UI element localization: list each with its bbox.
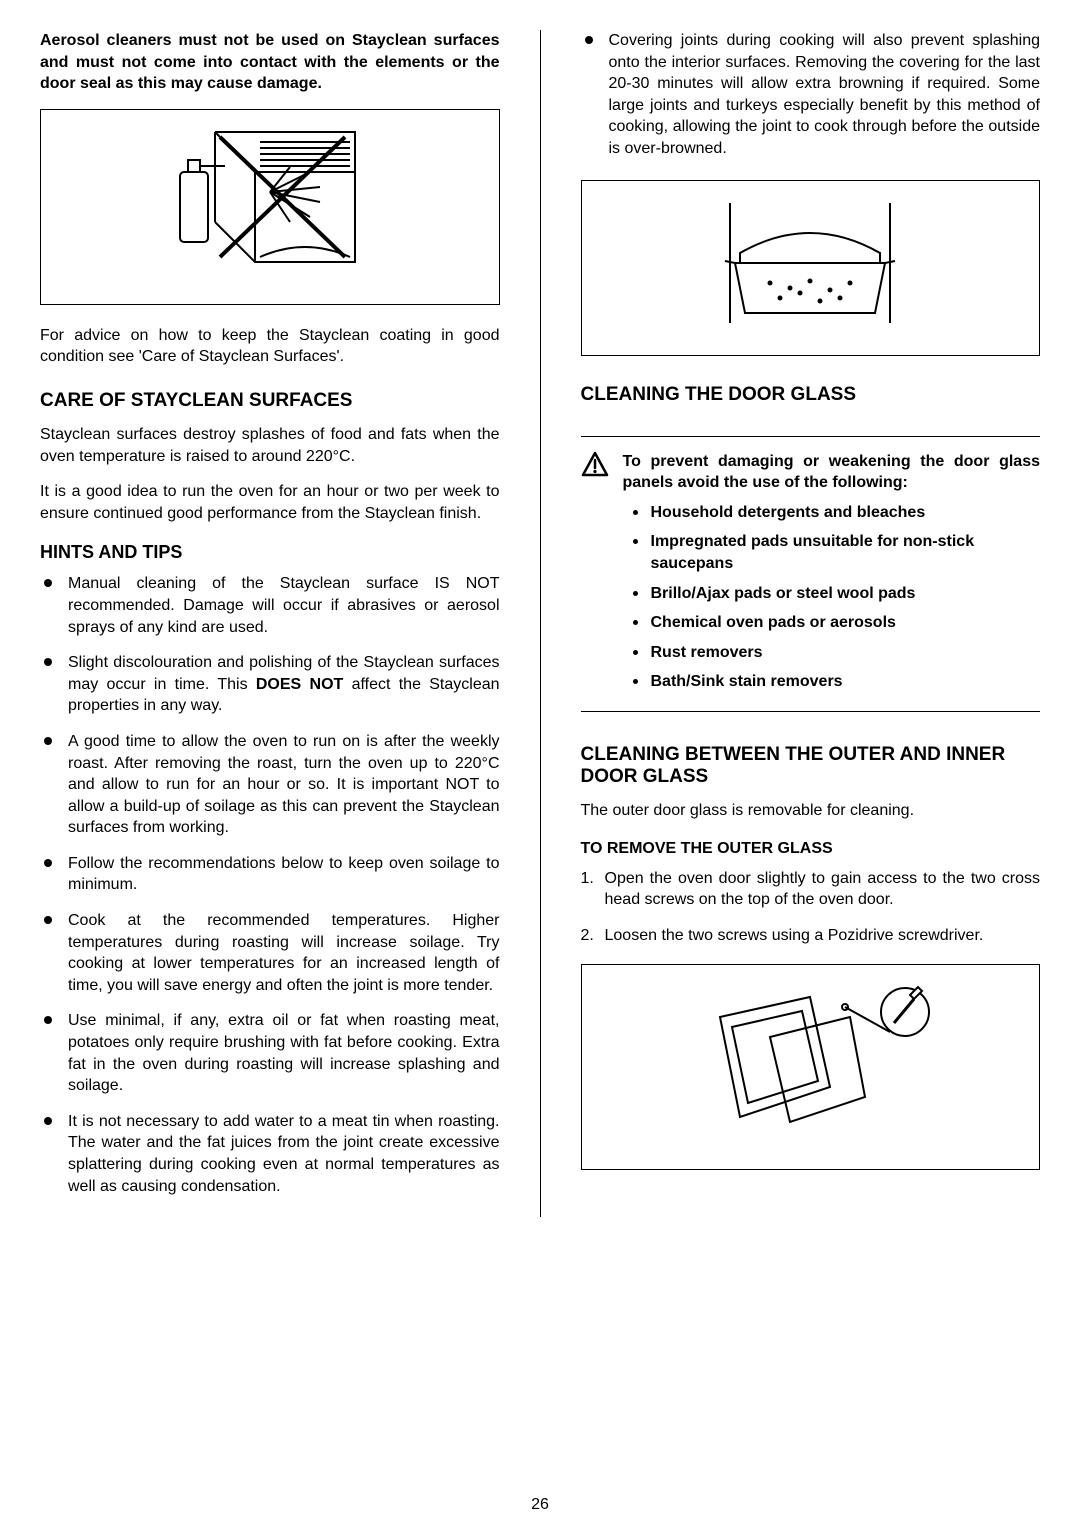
hint-bold: DOES NOT <box>256 676 343 693</box>
warn-item: Bath/Sink stain removers <box>623 671 1041 693</box>
warn-list: Household detergents and bleaches Impreg… <box>623 502 1041 693</box>
hint-item: Slight discolouration and polishing of t… <box>40 652 500 717</box>
care-p1: Stayclean surfaces destroy splashes of f… <box>40 424 500 467</box>
care-heading: CARE OF STAYCLEAN SURFACES <box>40 390 500 412</box>
care-p2: It is a good idea to run the oven for an… <box>40 481 500 524</box>
cover-joints-list: Covering joints during cooking will also… <box>581 30 1041 174</box>
warning-icon <box>581 451 611 502</box>
remove-heading: TO REMOVE THE OUTER GLASS <box>581 840 1041 858</box>
outer-para: The outer door glass is removable for cl… <box>581 800 1041 822</box>
step-item: Loosen the two screws using a Pozidrive … <box>581 925 1041 947</box>
two-column-layout: Aerosol cleaners must not be used on Sta… <box>40 30 1040 1217</box>
spray-oven-figure <box>40 109 500 305</box>
right-column: Covering joints during cooking will also… <box>581 30 1041 1217</box>
warn-item: Household detergents and bleaches <box>623 502 1041 524</box>
remove-steps: Open the oven door slightly to gain acce… <box>581 868 1041 961</box>
warn-item: Impregnated pads unsuitable for non-stic… <box>623 531 1041 574</box>
hint-item: Use minimal, if any, extra oil or fat wh… <box>40 1010 500 1096</box>
hint-item: Cook at the recommended temperatures. Hi… <box>40 910 500 996</box>
warn-item: Brillo/Ajax pads or steel wool pads <box>623 583 1041 605</box>
page-number: 26 <box>0 1496 1080 1514</box>
door-glass-figure <box>581 964 1041 1170</box>
between-heading: CLEANING BETWEEN THE OUTER AND INNER DOO… <box>581 744 1041 788</box>
warn-item: Chemical oven pads or aerosols <box>623 612 1041 634</box>
hint-item: Follow the recommendations below to keep… <box>40 853 500 896</box>
hint-item: It is not necessary to add water to a me… <box>40 1111 500 1197</box>
warning-block: To prevent damaging or weakening the doo… <box>581 436 1041 712</box>
column-divider <box>540 30 541 1217</box>
advice-para: For advice on how to keep the Stayclean … <box>40 325 500 368</box>
left-column: Aerosol cleaners must not be used on Sta… <box>40 30 500 1217</box>
hint-item: A good time to allow the oven to run on … <box>40 731 500 839</box>
step-item: Open the oven door slightly to gain acce… <box>581 868 1041 911</box>
hint-item: Manual cleaning of the Stayclean surface… <box>40 573 500 638</box>
warn-text: To prevent damaging or weakening the doo… <box>623 451 1041 494</box>
hints-heading: HINTS AND TIPS <box>40 542 500 563</box>
hints-list: Manual cleaning of the Stayclean surface… <box>40 573 500 1211</box>
cover-joints-item: Covering joints during cooking will also… <box>581 30 1041 160</box>
aerosol-warning: Aerosol cleaners must not be used on Sta… <box>40 30 500 95</box>
meat-tin-figure <box>581 180 1041 356</box>
clean-door-heading: CLEANING THE DOOR GLASS <box>581 384 1041 406</box>
warn-item: Rust removers <box>623 642 1041 664</box>
